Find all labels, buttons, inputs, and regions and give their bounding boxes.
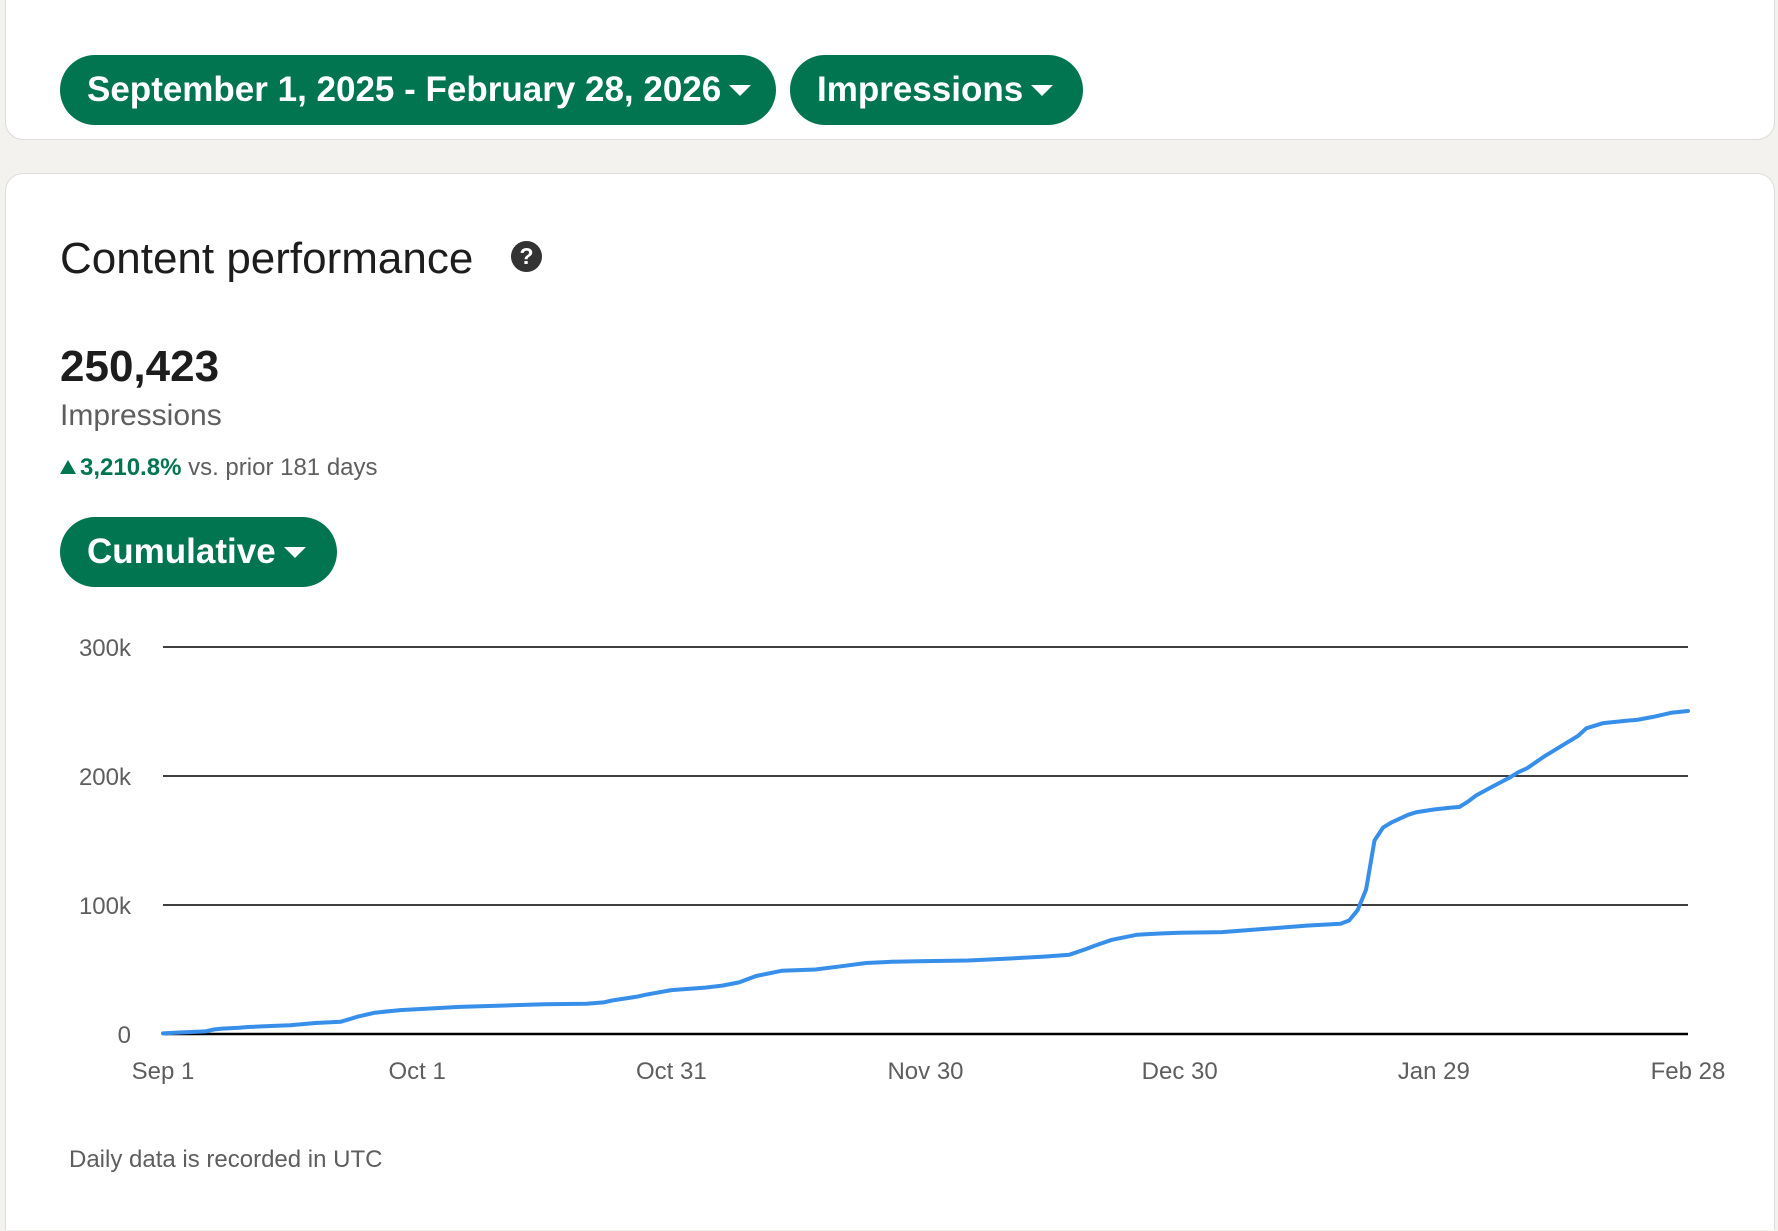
x-tick-label: Jan 29: [1398, 1058, 1470, 1085]
cumulative-dropdown[interactable]: Cumulative: [60, 517, 337, 587]
content-performance-card: Content performance ? 250,423 Impression…: [5, 173, 1775, 1230]
y-tick-label: 300k: [79, 635, 132, 662]
y-tick-label: 100k: [79, 893, 132, 920]
chevron-down-icon: [283, 546, 306, 558]
metric-dropdown[interactable]: Impressions: [790, 55, 1083, 125]
total-impressions-value: 250,423: [60, 342, 220, 391]
x-tick-label: Oct 1: [388, 1058, 445, 1085]
metric-label: Impressions: [817, 70, 1024, 109]
change-comparison-text: vs. prior 181 days: [188, 454, 378, 481]
help-icon[interactable]: ?: [511, 241, 542, 272]
chart-gridlines: [163, 646, 1688, 1036]
chevron-down-icon: [729, 84, 752, 96]
y-tick-label: 200k: [79, 764, 132, 791]
view-mode-label: Cumulative: [87, 532, 276, 571]
arrow-up-icon: [60, 460, 76, 474]
x-axis-ticks: Sep 1 Oct 1 Oct 31 Nov 30 Dec 30 Jan 29 Feb 28: [132, 1058, 1726, 1085]
x-tick-label: Nov 30: [887, 1058, 963, 1085]
total-impressions-label: Impressions: [60, 399, 222, 432]
chevron-down-icon: [1031, 84, 1054, 96]
change-indicator: 3,210.8% vs. prior 181 days: [60, 454, 378, 482]
date-range-dropdown[interactable]: September 1, 2025 - February 28, 2026: [60, 55, 776, 125]
x-tick-label: Oct 31: [636, 1058, 707, 1085]
series-line: [161, 709, 1690, 1036]
chart-series: [161, 709, 1690, 1036]
x-tick-label: Feb 28: [1651, 1058, 1726, 1085]
date-range-label: September 1, 2025 - February 28, 2026: [87, 70, 722, 109]
y-tick-label: 0: [118, 1022, 131, 1049]
change-percentage: 3,210.8%: [80, 454, 182, 481]
x-tick-label: Sep 1: [132, 1058, 195, 1085]
filter-card: September 1, 2025 - February 28, 2026 Im…: [5, 0, 1775, 140]
y-axis-ticks: 0 100k 200k 300k: [79, 635, 132, 1049]
utc-footnote: Daily data is recorded in UTC: [69, 1146, 383, 1173]
x-tick-label: Dec 30: [1142, 1058, 1218, 1085]
section-title: Content performance: [60, 234, 474, 283]
impressions-line-chart: 0 100k 200k 300k Sep 1 Oct 1 Oct 31 Nov 30 Dec …: [79, 635, 1726, 1085]
